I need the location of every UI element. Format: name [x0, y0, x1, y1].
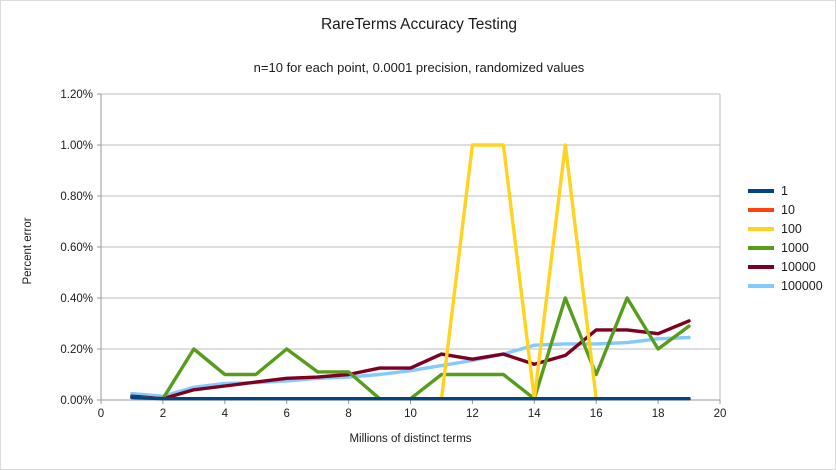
- series-line-10000: [130, 319, 691, 401]
- x-tick-label: 8: [345, 408, 351, 420]
- x-tick-label: 4: [222, 408, 229, 420]
- y-tick-label: 1.20%: [60, 89, 93, 101]
- series-line-100000: [130, 335, 691, 398]
- legend-item-100: 100: [748, 219, 823, 238]
- y-tick-label: 0.00%: [60, 395, 93, 407]
- legend-item-1000: 1000: [748, 238, 823, 257]
- x-tick-label: 16: [590, 408, 603, 420]
- y-axis-title: Percent error: [22, 217, 34, 285]
- x-tick-label: 2: [160, 408, 166, 420]
- legend-label: 10: [781, 202, 795, 217]
- legend-label: 10000: [781, 259, 816, 274]
- legend-label: 100000: [781, 278, 823, 293]
- chart-title: RareTerms Accuracy Testing: [320, 16, 518, 33]
- y-tick-label: 0.80%: [60, 191, 93, 203]
- legend-label: 1: [781, 183, 788, 198]
- legend: 1 10 100 1000 10000 100000: [748, 181, 823, 295]
- legend-swatch-1000: [748, 245, 774, 250]
- legend-swatch-10: [748, 207, 774, 212]
- chart-subtitle: n=10 for each point, 0.0001 precision, r…: [253, 60, 585, 75]
- legend-item-10: 10: [748, 200, 823, 219]
- legend-item-1: 1: [748, 181, 823, 200]
- legend-swatch-10000: [748, 264, 774, 269]
- x-axis-title: Millions of distinct terms: [349, 433, 472, 445]
- y-tick-label: 0.20%: [60, 344, 93, 356]
- x-tick-label: 18: [652, 408, 665, 420]
- y-tick-label: 0.40%: [60, 293, 93, 305]
- legend-item-10000: 10000: [748, 257, 823, 276]
- x-tick-label: 6: [283, 408, 289, 420]
- legend-item-100000: 100000: [748, 276, 823, 295]
- legend-swatch-100000: [748, 283, 774, 288]
- legend-swatch-1: [748, 188, 774, 193]
- y-tick-label: 1.00%: [60, 140, 93, 152]
- x-tick-label: 0: [98, 408, 104, 420]
- series-line-100: [130, 143, 691, 401]
- series-line-1: [130, 395, 691, 401]
- legend-swatch-100: [748, 226, 774, 231]
- x-tick-label: 14: [528, 408, 541, 420]
- y-tick-label: 0.60%: [60, 242, 93, 254]
- legend-label: 1000: [781, 240, 809, 255]
- x-tick-label: 10: [404, 408, 417, 420]
- x-tick-label: 12: [466, 408, 479, 420]
- legend-label: 100: [781, 221, 802, 236]
- x-tick-label: 20: [714, 408, 727, 420]
